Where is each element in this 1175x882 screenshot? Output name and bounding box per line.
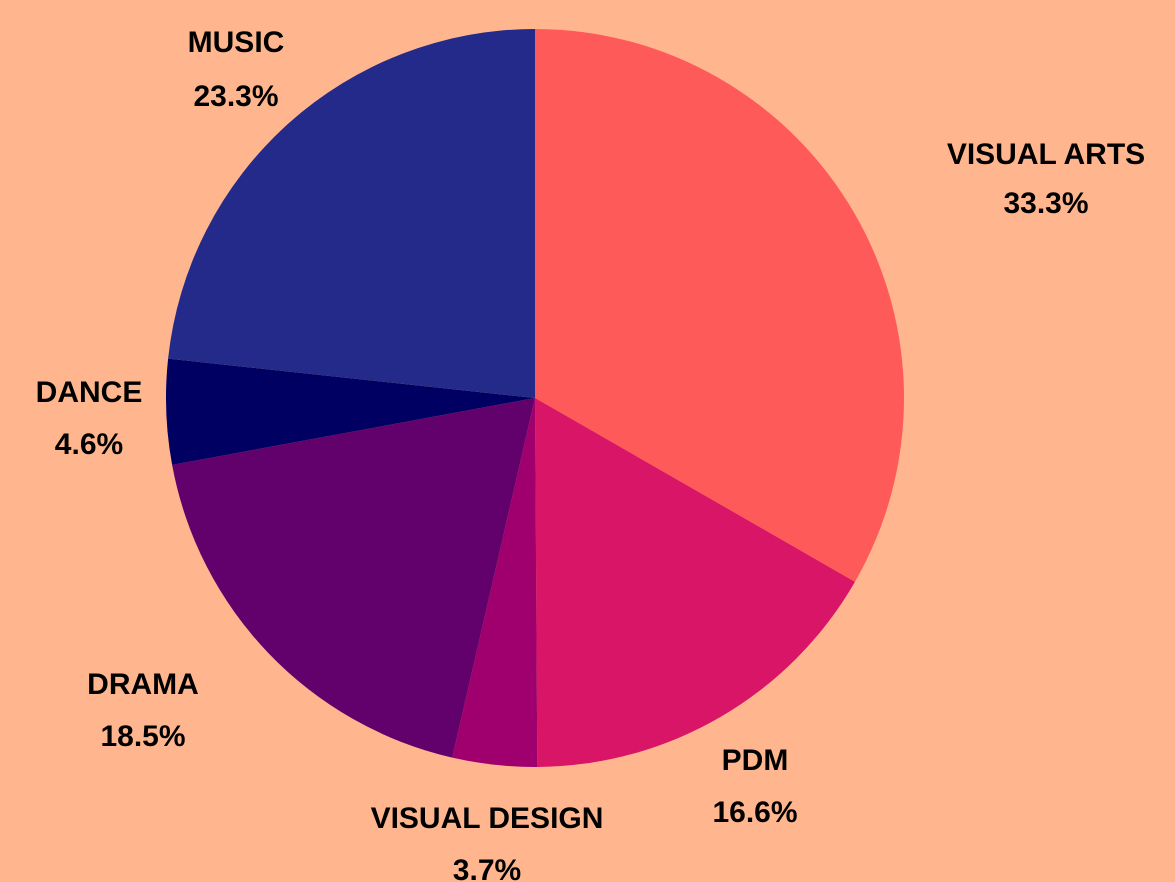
slice-label-drama: DRAMA (87, 668, 199, 701)
pie-slices (166, 29, 904, 767)
slice-value-pdm: 16.6% (712, 796, 797, 829)
slice-label-music: MUSIC (188, 26, 285, 59)
slice-label-dance: DANCE (36, 376, 143, 409)
slice-value-visual-design: 3.7% (453, 854, 521, 882)
slice-label-visual-design: VISUAL DESIGN (371, 802, 604, 835)
slice-label-pdm: PDM (722, 744, 789, 777)
slice-value-music: 23.3% (193, 80, 278, 113)
slice-value-visual-arts: 33.3% (1003, 187, 1088, 220)
slice-label-visual-arts: VISUAL ARTS (947, 138, 1145, 171)
slice-value-drama: 18.5% (100, 720, 185, 753)
slice-value-dance: 4.6% (55, 428, 123, 461)
